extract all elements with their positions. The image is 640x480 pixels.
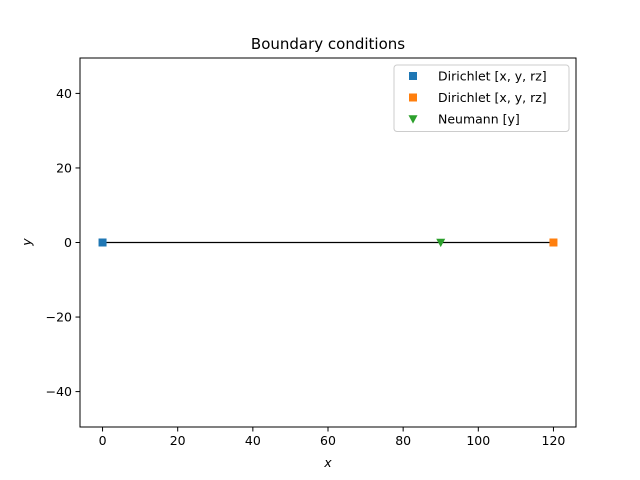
y-tick-label: 20 — [56, 160, 72, 175]
legend: Dirichlet [x, y, rz] Dirichlet [x, y, rz]… — [393, 64, 570, 132]
chart-title: Boundary conditions — [251, 35, 405, 53]
marker-layer — [98, 238, 558, 248]
legend-marker — [409, 93, 417, 102]
legend-entry-label: Dirichlet [x, y, rz] — [438, 90, 547, 105]
data-point-series-2 — [436, 238, 446, 248]
x-tick-label: 120 — [542, 433, 566, 448]
x-axis: 0 20 40 60 80 100 120 — [99, 427, 566, 448]
y-axis: −40 −20 0 20 40 — [46, 86, 80, 399]
x-tick-label: 100 — [466, 433, 490, 448]
legend-marker — [409, 72, 417, 80]
x-tick-label: 40 — [245, 433, 261, 448]
x-tick-label: 0 — [99, 433, 107, 448]
y-tick-label: 0 — [64, 235, 72, 250]
y-tick-label: −20 — [46, 310, 72, 325]
x-tick-label: 20 — [170, 433, 186, 448]
legend-box — [393, 64, 570, 132]
data-point-series-1 — [549, 238, 558, 247]
legend-entry-label: Neumann [y] — [438, 112, 520, 127]
y-axis-label: y — [19, 238, 34, 247]
y-tick-label: 40 — [56, 86, 72, 101]
data-point-series-0 — [98, 238, 107, 247]
legend-marker — [408, 115, 418, 124]
legend-entry-label: Dirichlet [x, y, rz] — [438, 69, 547, 84]
x-tick-label: 80 — [395, 433, 411, 448]
x-axis-label: x — [323, 455, 332, 470]
y-tick-label: −40 — [46, 384, 72, 399]
x-tick-label: 60 — [320, 433, 336, 448]
